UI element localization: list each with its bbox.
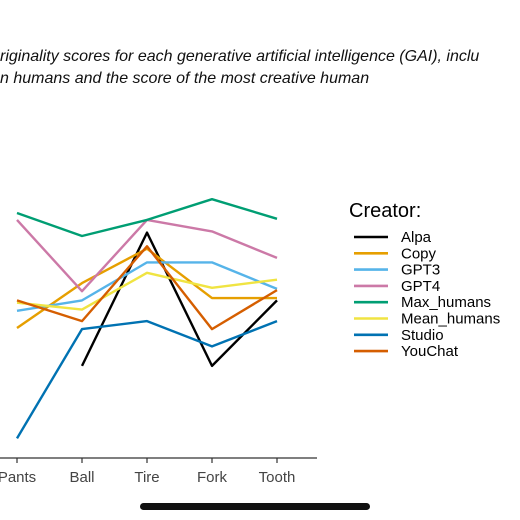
x-tick-label: Pants [0,469,36,486]
legend-label: Alpa [401,229,432,246]
series-line-studio [15,319,278,440]
x-tick-label: Tire [134,469,159,486]
legend-label: GPT4 [401,278,440,295]
legend-label: Max_humans [401,294,491,311]
legend-label: YouChat [401,343,459,360]
series-line-youchat [16,245,278,331]
chart-title: riginality scores for each generative ar… [0,46,520,90]
legend-label: Studio [401,327,444,344]
chart-title-line-1: riginality scores for each generative ar… [0,48,480,65]
legend-label: Copy [401,245,437,262]
chart-title-line-2: n humans and the score of the most creat… [0,70,370,87]
series-line-gpt3 [16,261,278,312]
legend-title: Creator: [349,200,421,222]
legend-label: Mean_humans [401,311,500,328]
home-indicator-bar [140,503,370,510]
series-lines [15,197,278,440]
legend: Creator: AlpaCopyGPT3GPT4Max_humansMean_h… [349,200,500,360]
series-line-mean-humans [16,271,278,311]
x-tick-label: Ball [69,469,94,486]
x-tick-label: Tooth [259,469,296,486]
x-tick-label: Fork [197,469,228,486]
series-line-copy [16,247,277,329]
series-line-max-humans [16,197,278,238]
series-line-gpt4 [16,218,278,293]
legend-label: GPT3 [401,262,440,279]
